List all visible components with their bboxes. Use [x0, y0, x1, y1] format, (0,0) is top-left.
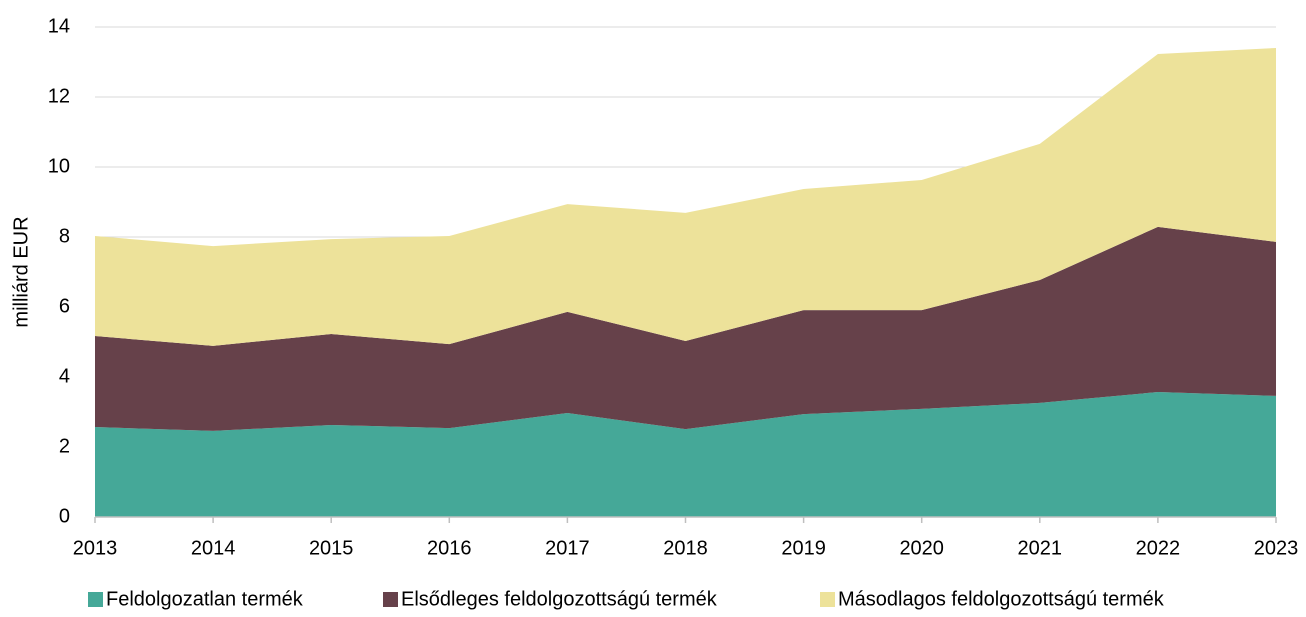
x-tick-label: 2022	[1136, 537, 1181, 559]
area	[95, 226, 1276, 431]
legend-swatch	[383, 592, 398, 607]
y-tick-label: 0	[59, 505, 70, 527]
legend-label: Másodlagos feldolgozottságú termék	[838, 588, 1165, 610]
y-tick-label: 4	[59, 365, 70, 387]
y-tick-label: 2	[59, 435, 70, 457]
x-tick-label: 2019	[781, 537, 826, 559]
y-axis-label: milliárd EUR	[10, 216, 32, 327]
areas	[95, 48, 1276, 517]
x-tick-label: 2021	[1018, 537, 1063, 559]
x-tick-label: 2015	[309, 537, 354, 559]
legend-label: Elsődleges feldolgozottságú termék	[401, 588, 718, 610]
area	[95, 48, 1276, 346]
area	[95, 392, 1276, 517]
x-tick-label: 2018	[663, 537, 708, 559]
x-tick-label: 2020	[899, 537, 944, 559]
legend-swatch	[88, 592, 103, 607]
x-tick-label: 2014	[191, 537, 236, 559]
y-tick-label: 12	[48, 85, 70, 107]
y-tick-label: 10	[48, 155, 70, 177]
legend-label: Feldolgozatlan termék	[106, 588, 304, 610]
x-tick-label: 2017	[545, 537, 590, 559]
y-tick-label: 8	[59, 225, 70, 247]
y-tick-label: 14	[48, 15, 70, 37]
x-tick-label: 2016	[427, 537, 472, 559]
x-tick-label: 2023	[1254, 537, 1299, 559]
x-tick-label: 2013	[73, 537, 118, 559]
y-tick-label: 6	[59, 295, 70, 317]
legend-swatch	[820, 592, 835, 607]
